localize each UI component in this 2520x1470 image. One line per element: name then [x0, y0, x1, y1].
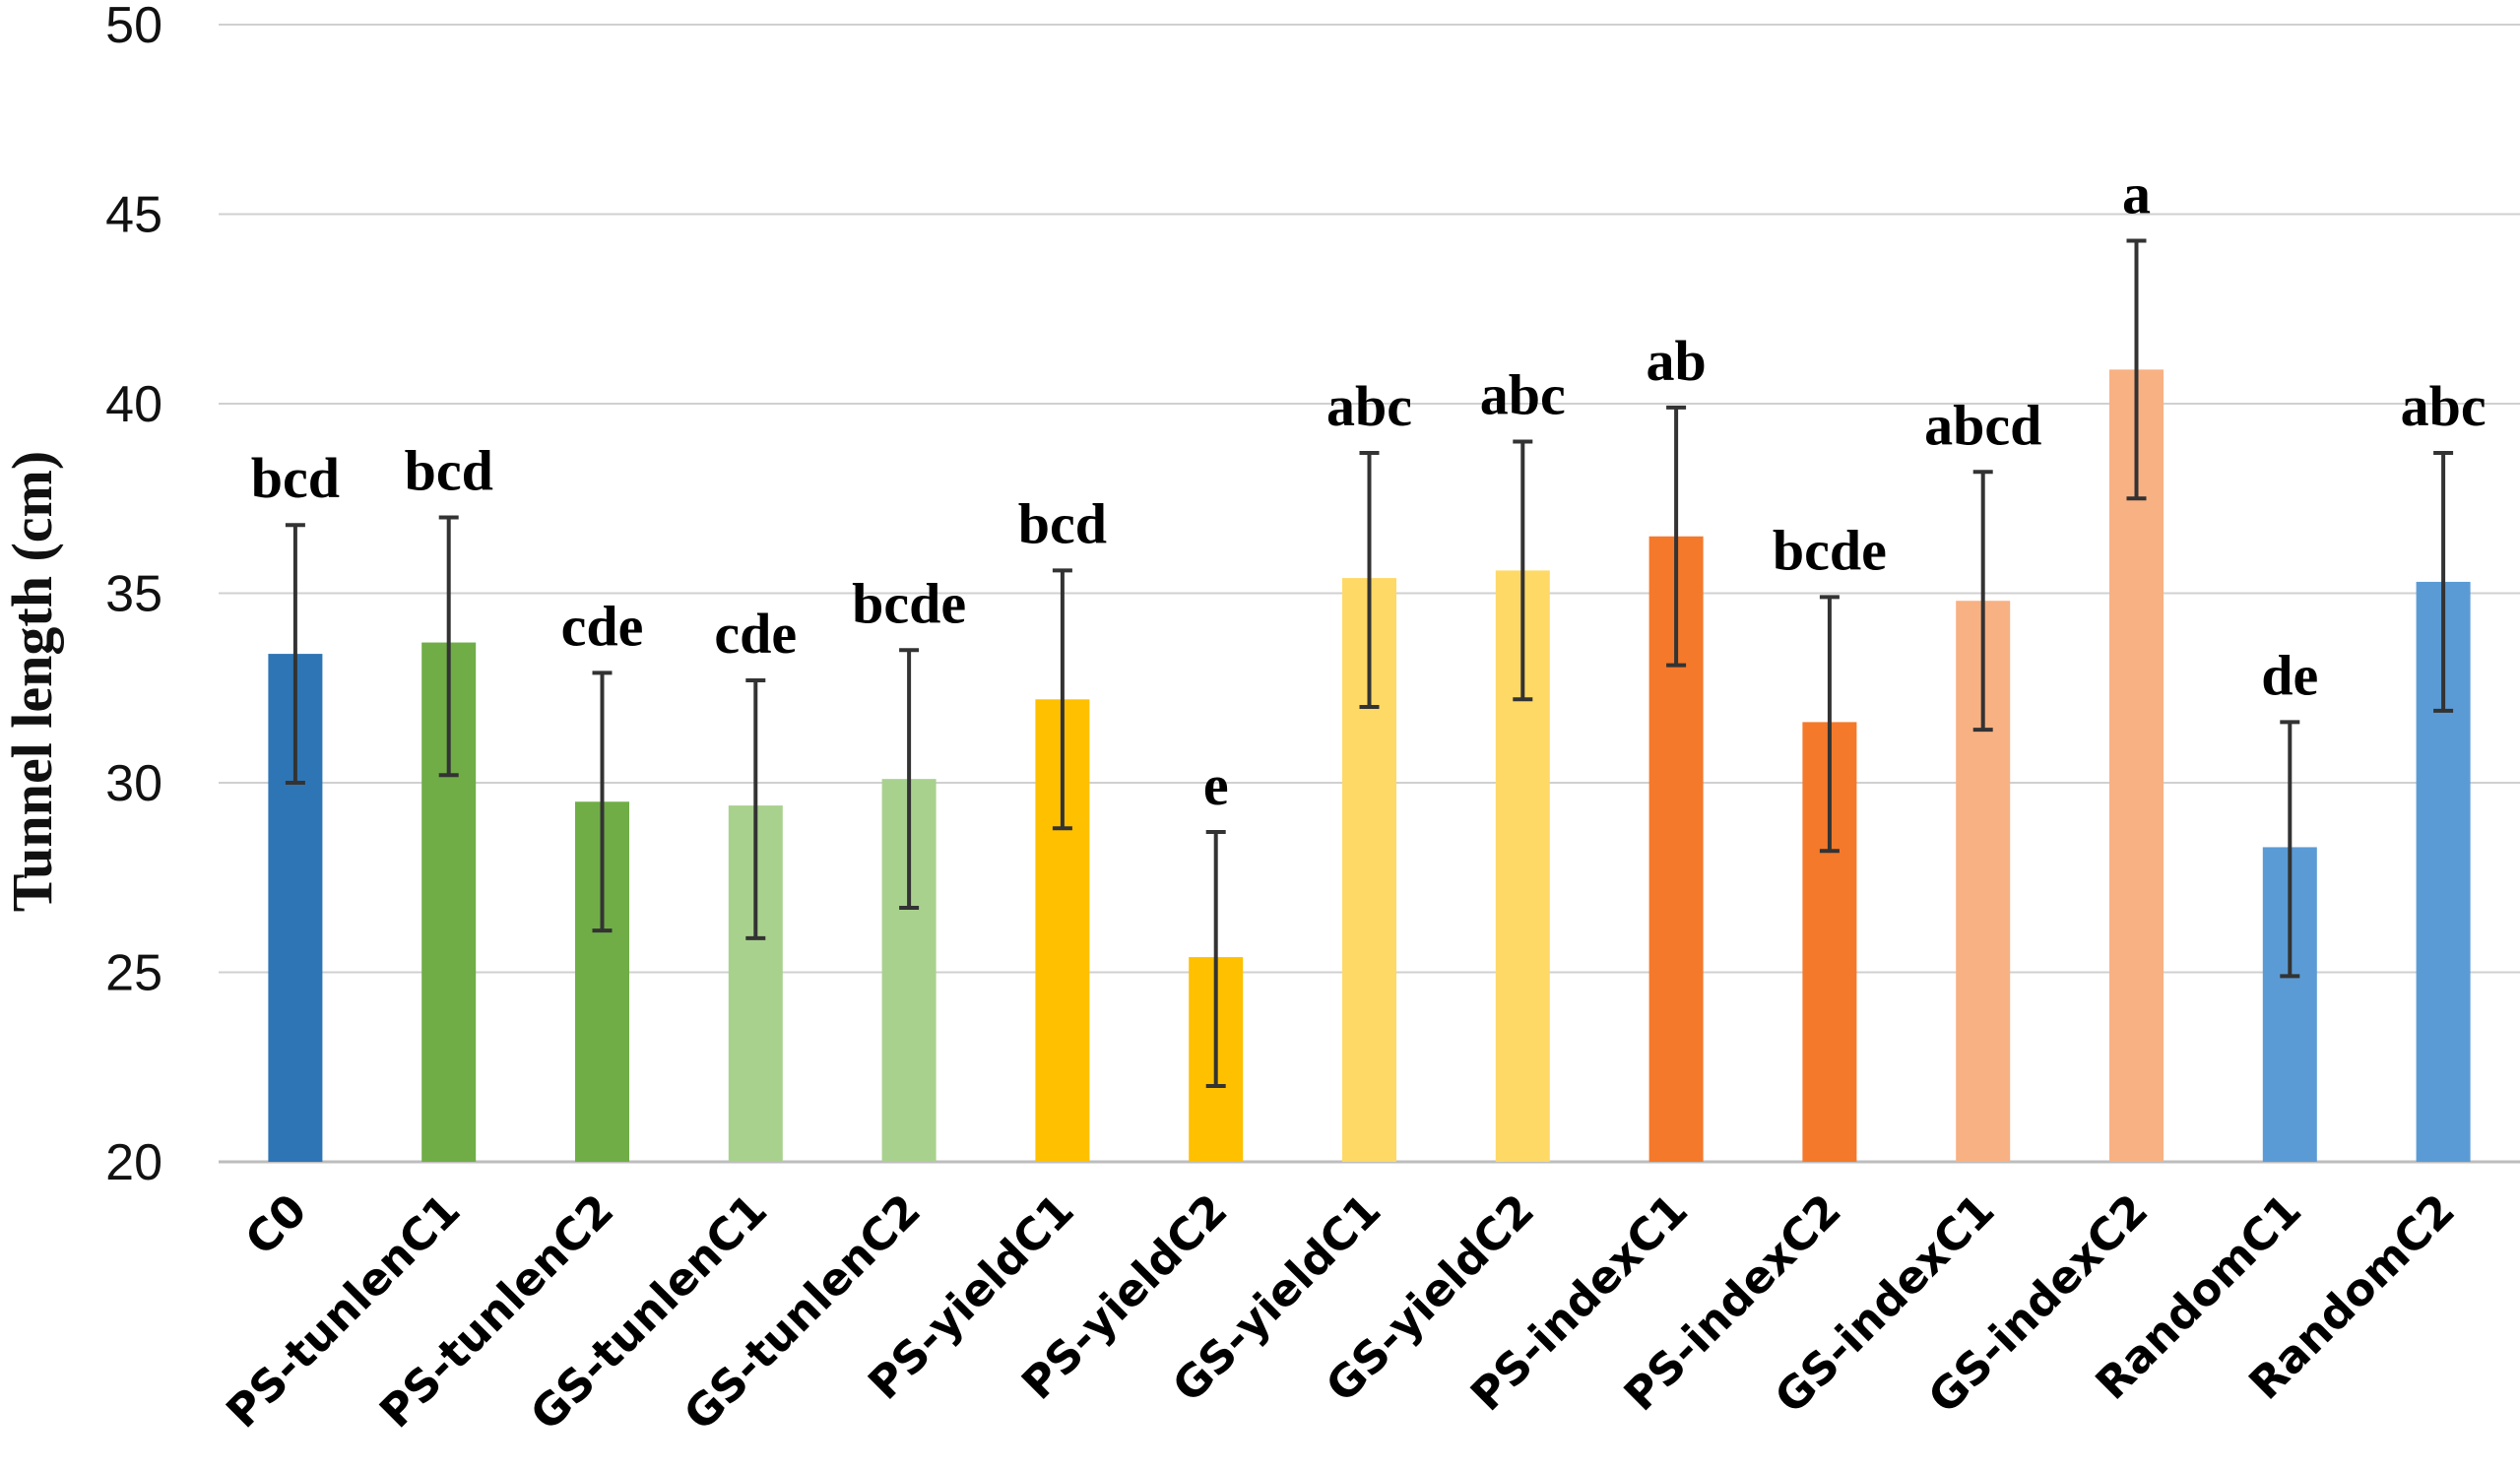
significance-letter: ab	[1646, 329, 1706, 393]
error-bar	[438, 515, 459, 778]
y-tick-label: 30	[105, 755, 162, 812]
significance-letter: abc	[1480, 363, 1566, 427]
significance-letter: e	[1203, 753, 1229, 817]
error-bar	[1972, 470, 1993, 733]
significance-letter: a	[2122, 161, 2151, 225]
error-bar	[745, 678, 766, 940]
significance-letter: cde	[714, 602, 797, 666]
x-axis-category-labels: C0PS-tunlenC1PS-tunlenC2GS-tunlenC1GS-tu…	[216, 1183, 2464, 1440]
error-bar	[2126, 238, 2147, 501]
error-bar	[1052, 568, 1072, 831]
error-bar	[1359, 451, 1380, 709]
error-bar	[592, 671, 613, 933]
y-tick-label: 25	[105, 945, 162, 1002]
error-bar	[1819, 595, 1840, 854]
significance-letter: bcde	[852, 571, 966, 635]
significance-letter: cde	[561, 594, 644, 658]
significance-letter: bcd	[1018, 491, 1107, 555]
significance-letter: bcd	[405, 439, 493, 503]
y-tick-label: 50	[105, 0, 162, 54]
error-bar	[1205, 830, 1226, 1088]
significance-letter: abc	[2401, 374, 2487, 438]
x-tick-label: C0	[235, 1183, 317, 1265]
y-tick-label: 40	[105, 376, 162, 433]
error-bars	[285, 238, 2454, 1088]
significance-letter: de	[2261, 643, 2318, 707]
error-bar	[899, 648, 920, 911]
y-tick-label: 20	[105, 1134, 162, 1191]
error-bar	[1513, 439, 1533, 702]
significance-letter: abc	[1326, 374, 1412, 438]
y-tick-label: 35	[105, 566, 162, 623]
bar	[2109, 369, 2164, 1163]
error-bar	[2280, 720, 2300, 979]
significance-letter: abcd	[1924, 393, 2041, 457]
error-bar	[2433, 451, 2454, 713]
error-bar	[1666, 405, 1687, 668]
y-tick-label: 45	[105, 187, 162, 244]
y-axis-ticks: 20 25 30 35 40 45 50	[105, 0, 162, 1191]
significance-letter: bcd	[251, 446, 340, 510]
y-axis-title: Tunnel length (cm)	[0, 451, 64, 912]
error-bar	[285, 523, 305, 785]
significance-letter: bcde	[1773, 518, 1887, 582]
